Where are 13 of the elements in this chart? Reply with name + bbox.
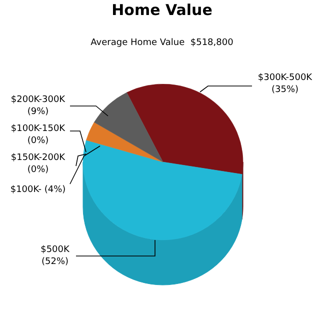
chart-title: Home Value — [112, 1, 212, 19]
data-label: (9%) — [27, 107, 49, 117]
slice-label: $200K-300K — [10, 95, 66, 105]
text: (0%) — [27, 165, 49, 175]
legend-label: $150K-200K — [10, 153, 66, 163]
slice-label: $100K- (4%) — [10, 185, 66, 195]
data-label: (52%) — [41, 257, 69, 267]
slice-label: $500K — [40, 245, 70, 255]
slice-label: $300K-500K — [258, 73, 314, 83]
data-label: (35%) — [271, 85, 299, 95]
chart-subtitle: Average Home Value $518,800 — [90, 38, 234, 48]
category-label: $100K-150K — [10, 124, 66, 134]
text: (0%) — [27, 136, 49, 146]
